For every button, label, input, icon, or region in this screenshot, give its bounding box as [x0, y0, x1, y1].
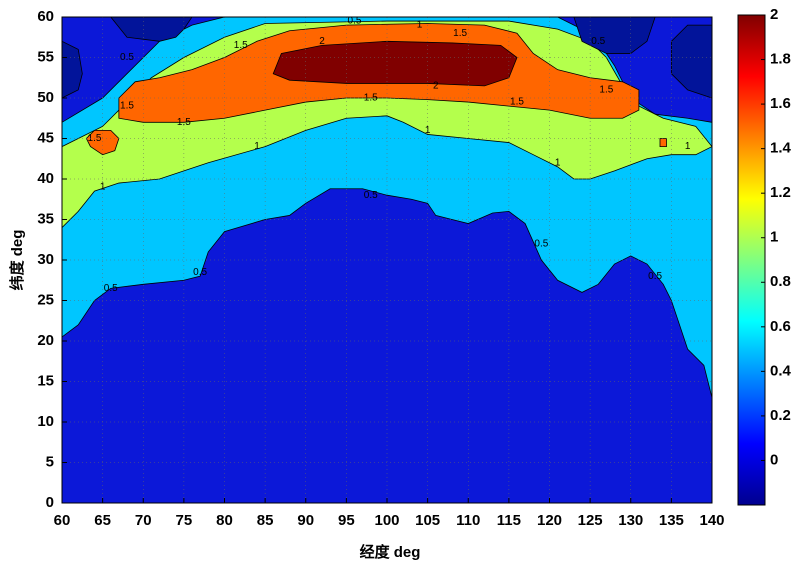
- contour-label: 0.5: [364, 190, 378, 201]
- contour-label: 0.5: [648, 271, 662, 282]
- y-tick-label: 10: [37, 413, 54, 430]
- y-tick-label: 45: [37, 129, 54, 146]
- contour-label: 1.5: [599, 85, 613, 96]
- y-tick-label: 55: [37, 48, 54, 65]
- contour-label: 1.5: [453, 28, 467, 39]
- colorbar-tick-label: 1.6: [770, 95, 791, 112]
- x-tick-label: 75: [176, 512, 193, 529]
- x-tick-label: 115: [497, 512, 521, 529]
- colorbar-tick-label: 2: [770, 6, 778, 23]
- x-tick-label: 70: [135, 512, 152, 529]
- contour-label: 0.5: [193, 267, 207, 278]
- x-tick-label: 130: [618, 512, 643, 529]
- x-tick-label: 95: [338, 512, 355, 529]
- contour-region: [110, 17, 193, 42]
- y-tick-label: 35: [37, 210, 54, 227]
- contour-label: 0.5: [348, 16, 362, 27]
- x-tick-label: 90: [297, 512, 314, 529]
- colorbar-tick-label: 1: [770, 229, 778, 246]
- x-tick-label: 80: [216, 512, 233, 529]
- x-tick-label: 110: [456, 512, 480, 529]
- x-tick-label: 125: [578, 512, 603, 529]
- x-tick-label: 105: [415, 512, 440, 529]
- y-tick-label: 30: [37, 251, 54, 268]
- contour-label: 0.5: [591, 36, 605, 47]
- contour-label: 1: [685, 141, 691, 152]
- x-tick-label: 100: [374, 512, 399, 529]
- contour-label: 0.5: [120, 52, 134, 63]
- contour-region: [62, 40, 83, 99]
- contour-label: 1: [425, 125, 431, 136]
- contour-label: 1.5: [510, 97, 524, 108]
- x-tick-label: 60: [54, 512, 71, 529]
- y-tick-label: 60: [37, 8, 54, 25]
- colorbar-tick-label: 0.8: [770, 273, 791, 290]
- contour-label: 1: [100, 182, 106, 193]
- x-tick-label: 120: [537, 512, 562, 529]
- x-tick-label: 65: [94, 512, 111, 529]
- contour-label: 1.5: [177, 117, 191, 128]
- y-tick-label: 15: [37, 372, 54, 389]
- colorbar-tick-label: 0.2: [770, 407, 791, 424]
- y-tick-label: 25: [37, 291, 54, 308]
- contour-region: [659, 138, 667, 148]
- contour-label: 1.5: [234, 40, 248, 51]
- y-tick-label: 40: [37, 170, 54, 187]
- y-tick-label: 0: [46, 494, 54, 511]
- contour-label: 1: [555, 157, 561, 168]
- y-axis-label: 纬度 deg: [8, 230, 26, 291]
- contour-label: 1.5: [120, 101, 134, 112]
- colorbar-tick-label: 1.2: [770, 184, 791, 201]
- contour-label: 0.5: [534, 238, 548, 249]
- colorbar-tick-label: 0: [770, 451, 778, 468]
- y-tick-label: 50: [37, 89, 54, 106]
- colorbar-tick-label: 0.4: [770, 362, 792, 379]
- x-tick-label: 135: [659, 512, 684, 529]
- x-axis-label: 经度 deg: [360, 543, 421, 561]
- y-tick-label: 5: [46, 453, 54, 470]
- contour-label: 1: [417, 20, 423, 31]
- contour-region: [85, 129, 120, 156]
- contour-label: 2: [433, 80, 439, 91]
- y-tick-label: 20: [37, 332, 54, 349]
- axes-frame: [61, 16, 713, 504]
- contour-label: 0.5: [104, 283, 118, 294]
- contour-label: 1: [254, 141, 260, 152]
- contour-region: [272, 40, 518, 87]
- colorbar: [737, 14, 766, 506]
- colorbar-tick-label: 1.8: [770, 51, 791, 68]
- colorbar-tick-label: 1.4: [770, 140, 792, 157]
- contour-label: 2: [319, 36, 325, 47]
- x-tick-label: 140: [699, 512, 724, 529]
- x-tick-label: 85: [257, 512, 274, 529]
- colorbar-tick-label: 0.6: [770, 318, 791, 335]
